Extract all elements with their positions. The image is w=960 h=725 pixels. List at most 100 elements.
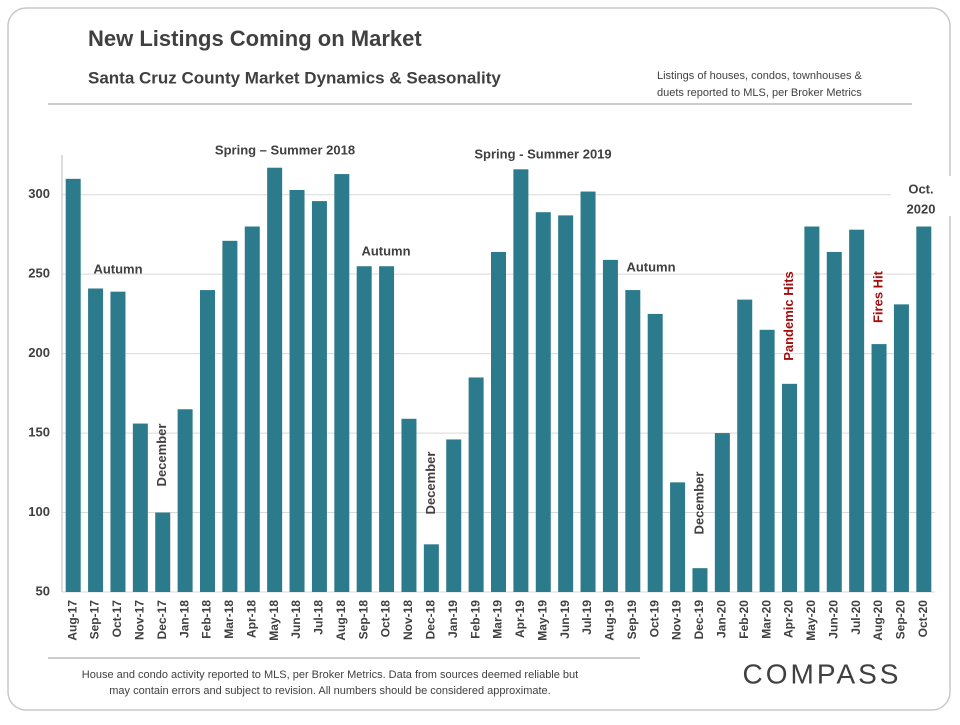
bar [334, 174, 350, 592]
x-tick-label: Jun-18 [289, 600, 303, 639]
x-tick-label: Oct-19 [647, 600, 661, 638]
footer: House and condo activity reported to MLS… [82, 669, 578, 681]
x-tick-label: Jan-19 [446, 600, 460, 638]
x-tick-label: Mar-19 [491, 600, 505, 639]
bar [88, 288, 104, 592]
annotation: Autumn [361, 243, 410, 258]
bar [804, 226, 820, 592]
x-tick-label: Feb-18 [200, 600, 214, 639]
bar [602, 259, 618, 592]
x-tick-label: Nov-17 [133, 600, 147, 640]
bar [222, 240, 238, 592]
bar [759, 329, 775, 592]
y-tick-label: 100 [28, 504, 50, 519]
card [7, 7, 951, 711]
x-tick-label: Aug-20 [871, 600, 885, 641]
bar [670, 482, 686, 592]
x-tick-label: May-20 [804, 600, 818, 641]
x-tick-label: Jul-19 [580, 600, 594, 635]
annotation: December [154, 424, 169, 487]
note: duets reported to MLS, per Broker Metric… [657, 87, 862, 99]
bar [446, 439, 462, 592]
x-tick-label: Jun-20 [826, 600, 840, 639]
bar [423, 544, 439, 592]
bar [849, 229, 865, 593]
label-bg [891, 176, 951, 216]
y-tick-label: 200 [28, 345, 50, 360]
bar [155, 512, 171, 592]
bar [893, 304, 909, 592]
footer: may contain errors and subject to revisi… [109, 685, 550, 697]
bar [558, 215, 574, 593]
y-tick-label: 300 [28, 186, 50, 201]
x-tick-label: Sep-18 [356, 600, 370, 640]
bar [737, 299, 753, 592]
bar [244, 226, 260, 592]
bar [110, 291, 126, 592]
logo: COMPASS [743, 658, 902, 689]
bar [401, 418, 417, 592]
x-tick-label: Sep-20 [894, 600, 908, 640]
x-tick-label: May-18 [267, 600, 281, 641]
x-tick-label: Jan-20 [715, 600, 729, 638]
annotation: Spring – Summer 2018 [215, 142, 355, 157]
bar [491, 251, 506, 592]
bar [177, 409, 193, 592]
annotation: Spring - Summer 2019 [474, 146, 611, 161]
bar [826, 251, 842, 592]
x-tick-label: Aug-17 [65, 600, 79, 641]
x-tick-label: Oct-20 [916, 600, 930, 638]
bar [132, 423, 148, 592]
x-tick-label: Feb-19 [468, 600, 482, 639]
x-tick-label: Nov-18 [401, 600, 415, 640]
x-tick-label: Apr-18 [244, 600, 258, 638]
annotation: December [691, 472, 706, 535]
annotation: Oct. [908, 181, 933, 196]
x-tick-label: Oct-18 [379, 600, 393, 638]
x-tick-label: Jun-19 [558, 600, 572, 639]
bar [535, 212, 551, 592]
x-tick-label: Mar-20 [759, 600, 773, 639]
bar [714, 433, 730, 592]
x-tick-label: Sep-19 [625, 600, 639, 640]
annotation: Pandemic Hits [781, 271, 796, 361]
x-tick-label: Apr-20 [782, 600, 796, 638]
x-tick-label: Apr-19 [513, 600, 527, 638]
x-tick-label: May-19 [535, 600, 549, 641]
annotation: Autumn [93, 261, 142, 276]
x-tick-label: Aug-18 [334, 600, 348, 641]
x-tick-label: Nov-19 [670, 600, 684, 640]
bar [468, 377, 484, 592]
x-tick-label: Jul-20 [849, 600, 863, 635]
bar [311, 201, 327, 593]
x-tick-label: Oct-17 [110, 600, 124, 638]
x-tick-label: Feb-20 [737, 600, 751, 639]
annotation: Fires Hit [870, 270, 885, 323]
bar [356, 266, 372, 592]
annotation: 2020 [907, 201, 936, 216]
bar [580, 191, 596, 593]
bar [513, 169, 529, 592]
x-tick-label: Jan-18 [177, 600, 191, 638]
bar [692, 568, 708, 592]
annotation: Autumn [626, 259, 675, 274]
x-tick-label: Mar-18 [222, 600, 236, 639]
x-tick-label: Dec-17 [155, 600, 169, 640]
chart-title: New Listings Coming on Market [88, 26, 422, 51]
y-tick-label: 50 [36, 583, 50, 598]
x-tick-label: Aug-19 [603, 600, 617, 641]
bar [916, 226, 932, 592]
bar [782, 383, 797, 592]
bar [200, 290, 215, 592]
bar [871, 344, 887, 592]
y-tick-label: 250 [28, 266, 50, 281]
x-tick-label: Dec-18 [424, 600, 438, 640]
x-tick-label: Jul-18 [312, 600, 326, 635]
annotation: December [423, 452, 438, 515]
bar [289, 189, 305, 592]
bar [625, 290, 641, 592]
x-tick-label: Dec-19 [692, 600, 706, 640]
y-tick-label: 150 [28, 425, 50, 440]
